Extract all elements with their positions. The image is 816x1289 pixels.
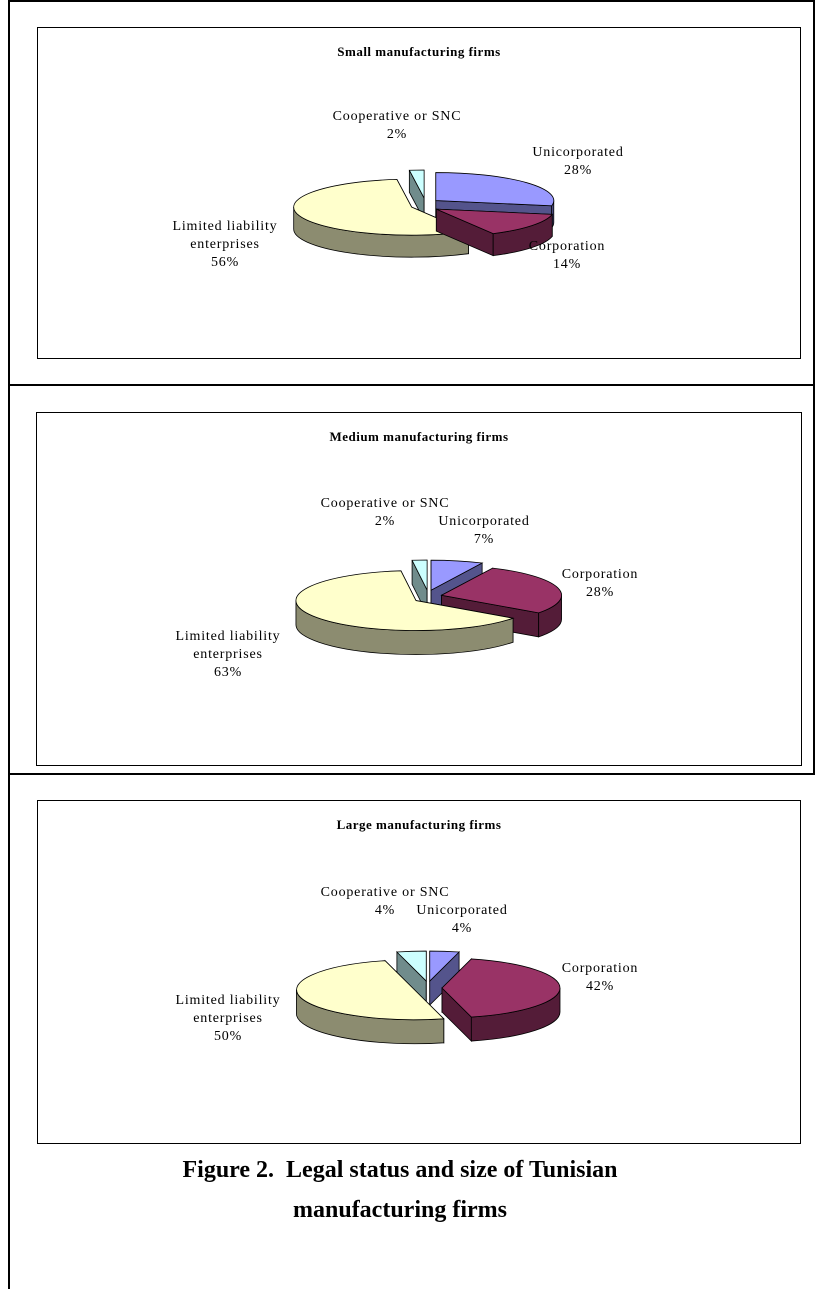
label-pct: 63%	[213, 665, 243, 680]
label-cooperative: Cooperative or SNC 4%	[320, 884, 450, 920]
pie-slice-cooperative-or-snc	[395, 950, 427, 1007]
label-corporation: Corporation 42%	[545, 960, 655, 996]
chart-title: Medium manufacturing firms	[329, 429, 509, 444]
label-pct: 2%	[386, 127, 408, 142]
label-limited-liability: Limited liability enterprises 56%	[155, 218, 295, 272]
label-pct: 4%	[451, 921, 473, 936]
slice-top-face	[395, 950, 427, 983]
label-text: Cooperative or SNC	[320, 885, 450, 900]
label-cooperative: Cooperative or SNC 2%	[322, 108, 472, 144]
label-pct: 50%	[213, 1029, 243, 1044]
pie-slice-cooperative-or-snc	[411, 559, 428, 615]
label-corporation: Corporation 14%	[512, 238, 622, 274]
slice-top-face	[295, 570, 515, 631]
slice-top-face	[293, 178, 471, 236]
label-text: Corporation	[561, 961, 639, 976]
label-unicorporated: Unicorporated 4%	[402, 902, 522, 938]
slice-top-face	[440, 567, 562, 614]
slice-top-face	[296, 960, 445, 1021]
label-unicorporated: Unicorporated 7%	[424, 513, 544, 549]
slice-top-face	[435, 172, 555, 207]
label-cooperative: Cooperative or SNC 2%	[320, 495, 450, 531]
label-corporation: Corporation 28%	[545, 566, 655, 602]
caption-line-1: Figure 2. Legal status and size of Tunis…	[182, 1157, 618, 1183]
label-text: Cooperative or SNC	[332, 109, 462, 124]
label-text: Unicorporated	[532, 145, 624, 160]
frame-divider-1	[8, 384, 815, 386]
chart-title: Small manufacturing firms	[337, 44, 501, 59]
label-text: Limited liability enterprises	[175, 629, 281, 662]
pie-slice-corporation	[435, 208, 554, 257]
label-pct: 14%	[552, 257, 582, 272]
chart-title: Large manufacturing firms	[336, 817, 502, 832]
pie-slice-corporation	[441, 957, 561, 1043]
label-pct: 42%	[585, 979, 615, 994]
label-text: Limited liability enterprises	[175, 993, 281, 1026]
frame-right-line	[813, 0, 815, 773]
figure-caption: Figure 2. Legal status and size of Tunis…	[50, 1150, 750, 1230]
label-unicorporated: Unicorporated 28%	[508, 144, 648, 180]
frame-top-line	[8, 0, 815, 2]
label-pct: 28%	[585, 585, 615, 600]
caption-line-2: manufacturing firms	[293, 1197, 507, 1223]
slice-top-face	[436, 208, 554, 235]
pie-slice-cooperative-or-snc	[408, 169, 425, 221]
label-limited-liability: Limited liability enterprises 50%	[158, 992, 298, 1046]
frame-divider-2	[8, 773, 815, 775]
label-pct: 28%	[563, 163, 593, 178]
label-pct: 7%	[473, 532, 495, 547]
pie-slice-unicorporated	[429, 950, 461, 1007]
label-limited-liability: Limited liability enterprises 63%	[158, 628, 298, 682]
frame-left-line	[8, 0, 10, 1289]
label-text: Unicorporated	[438, 514, 530, 529]
label-pct: 4%	[374, 903, 396, 918]
label-text: Cooperative or SNC	[320, 496, 450, 511]
slice-top-face	[430, 559, 484, 591]
slice-top-face	[411, 559, 428, 591]
label-text: Limited liability enterprises	[172, 219, 278, 252]
pie-slice-limited-liability-enterprises	[296, 959, 445, 1045]
label-text: Corporation	[528, 239, 606, 254]
label-text: Unicorporated	[416, 903, 508, 918]
label-text: Corporation	[561, 567, 639, 582]
slice-top-face	[408, 169, 425, 199]
pie-slice-limited-liability-enterprises	[295, 570, 515, 655]
label-pct: 2%	[374, 514, 396, 529]
label-pct: 56%	[210, 255, 240, 270]
slice-top-face	[441, 958, 561, 1018]
slice-top-face	[429, 950, 461, 983]
